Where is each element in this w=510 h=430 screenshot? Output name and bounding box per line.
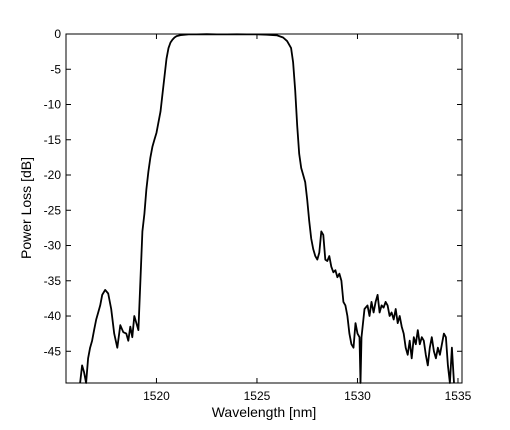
y-tick-label: -10 (44, 98, 62, 112)
x-tick-label: 1530 (344, 389, 371, 403)
power-loss-series-line (79, 33, 455, 384)
y-tick-label: -40 (44, 309, 62, 323)
y-tick-label: -45 (44, 344, 62, 358)
y-tick-label: -20 (44, 168, 62, 182)
y-tick-label: -35 (44, 274, 62, 288)
y-tick-label: -15 (44, 133, 62, 147)
x-tick-label: 1535 (445, 389, 472, 403)
x-axis-label: Wavelength [nm] (212, 404, 317, 420)
tick-group (66, 33, 462, 383)
x-tick-label: 1525 (244, 389, 271, 403)
y-tick-label: -25 (44, 203, 62, 217)
x-tick-label: 1520 (143, 389, 170, 403)
y-tick-label: 0 (54, 27, 61, 41)
tick-label-group: 1520 1525 1530 1535 0 -5 -10 -15 -20 -25 -30 -35 -40… (44, 27, 472, 403)
y-tick-label: -30 (44, 239, 62, 253)
y-axis-label: Power Loss [dB] (18, 157, 34, 259)
y-tick-label: -5 (50, 62, 61, 76)
plot-frame (65, 33, 463, 384)
